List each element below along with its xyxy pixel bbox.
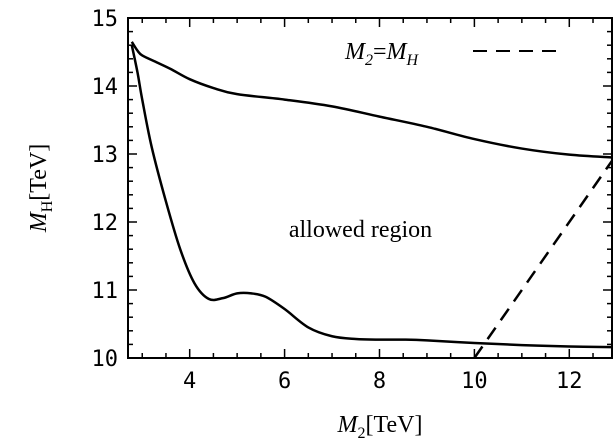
legend-label-equals: = [373,39,387,65]
legend-label: M2=MH [344,39,420,69]
x-axis-label-unit: [TeV] [366,412,423,438]
x-tick-label: 6 [278,369,291,394]
y-axis-label-symbol: M [26,210,52,233]
y-axis-label-sub: H [39,200,56,212]
legend-label-m2: M [344,39,367,65]
y-axis-label-unit: [TeV] [26,144,52,201]
labels-layer: 4 6 8 10 12 10 11 12 13 14 15 [92,7,583,394]
annotation-allowed-region: allowed region [289,217,432,243]
x-tick-label: 8 [373,369,386,394]
series-line-0 [130,41,612,159]
x-tick-label: 4 [183,369,196,394]
y-tick-label: 14 [92,75,119,100]
legend-label-mh-sub: H [406,52,420,69]
x-axis-label-sub: 2 [358,425,366,440]
y-axis-label: MH[TeV] [26,144,56,234]
y-tick-label: 13 [92,143,119,168]
ticks-layer [128,17,612,359]
x-tick-label: 12 [556,369,583,394]
y-tick-label: 15 [92,7,119,32]
series-layer [130,41,612,358]
legend: M2=MH [344,39,560,69]
series-line-2 [473,160,612,358]
series-line-1 [130,44,612,349]
plot-frame [127,17,613,359]
y-tick-label: 12 [92,211,119,236]
legend-label-mh: M [386,39,409,65]
y-tick-label: 11 [92,279,119,304]
legend-label-m2-sub: 2 [365,52,373,69]
x-axis-label: M2[TeV] [337,412,423,440]
x-tick-label: 10 [461,369,488,394]
x-axis-label-symbol: M [337,412,360,438]
y-tick-label: 10 [92,347,119,372]
